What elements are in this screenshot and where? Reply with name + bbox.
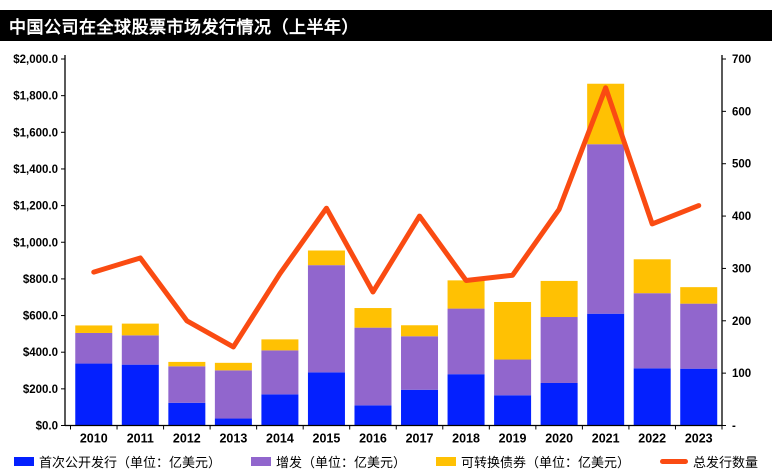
x-category-label: 2017 bbox=[406, 432, 434, 446]
bar-segment bbox=[168, 366, 206, 403]
y-left-tick-label: $1,200.0 bbox=[13, 201, 58, 213]
y-right-tick-label: 200 bbox=[732, 316, 751, 328]
legend-item: 增发（单位：亿美元） bbox=[250, 452, 406, 471]
legend-label: 总发行数量 bbox=[693, 454, 759, 470]
bar-segment bbox=[401, 389, 439, 426]
bar-segment bbox=[540, 382, 578, 426]
bar-segment bbox=[447, 308, 485, 375]
y-left-tick-label: $800.0 bbox=[23, 274, 58, 286]
legend-bar-swatch-icon bbox=[436, 456, 456, 466]
y-right-tick-label: - bbox=[732, 421, 736, 433]
bar-segment bbox=[633, 293, 671, 369]
legend-item: 可转换债券（单位：亿美元） bbox=[436, 452, 630, 471]
chart-legend: 首次公开发行（单位：亿美元） 增发（单位：亿美元） 可转换债券（单位：亿美元） 总发行… bbox=[0, 451, 772, 471]
x-category-label: 2015 bbox=[313, 432, 341, 446]
y-right-tick-label: 400 bbox=[732, 211, 751, 223]
bar-segment bbox=[447, 374, 485, 426]
bar-segment bbox=[214, 362, 252, 371]
x-category-label: 2019 bbox=[499, 432, 527, 446]
bar-segment bbox=[75, 325, 113, 333]
bar-segment bbox=[354, 327, 392, 406]
bar-segment bbox=[354, 405, 392, 426]
x-category-label: 2010 bbox=[80, 432, 108, 446]
x-category-label: 2021 bbox=[592, 432, 620, 446]
bar-segment bbox=[214, 370, 252, 419]
y-left-tick-label: $1,600.0 bbox=[13, 127, 58, 139]
y-right-tick-label: 100 bbox=[732, 368, 751, 380]
y-left-tick-label: $0.0 bbox=[36, 421, 58, 433]
y-left-tick-label: $400.0 bbox=[23, 347, 58, 359]
chart-title-bar: 中国公司在全球股票市场发行情况（上半年） bbox=[0, 10, 772, 41]
legend-line-swatch-icon bbox=[660, 458, 689, 464]
legend-bar-swatch-icon bbox=[250, 456, 271, 466]
bar-segment bbox=[307, 250, 345, 266]
bar-segment bbox=[75, 363, 113, 426]
x-category-label: 2014 bbox=[266, 432, 294, 446]
bar-segment bbox=[633, 368, 671, 426]
legend-item: 总发行数量 bbox=[660, 452, 758, 471]
bar-segment bbox=[121, 323, 159, 336]
x-category-label: 2018 bbox=[452, 432, 480, 446]
bar-segment bbox=[307, 372, 345, 426]
legend-item: 首次公开发行（单位：亿美元） bbox=[13, 452, 221, 471]
y-left-tick-label: $1,000.0 bbox=[13, 237, 58, 249]
bar-segment bbox=[261, 394, 299, 426]
bar-segment bbox=[680, 368, 718, 426]
y-right-tick-label: 300 bbox=[732, 263, 751, 275]
x-category-label: 2020 bbox=[545, 432, 573, 446]
legend-label: 首次公开发行（单位：亿美元） bbox=[38, 454, 221, 470]
x-category-label: 2012 bbox=[173, 432, 201, 446]
bar-segment bbox=[587, 144, 625, 314]
bar-segment bbox=[75, 332, 113, 364]
legend-label: 可转换债券（单位：亿美元） bbox=[461, 454, 631, 470]
bar-segment bbox=[494, 359, 532, 396]
bar-segment bbox=[494, 301, 532, 360]
page-title: 中国公司在全球股票市场发行情况（上半年） bbox=[9, 18, 359, 37]
bar-segment bbox=[401, 336, 439, 390]
y-left-tick-label: $2,000.0 bbox=[13, 54, 58, 66]
y-right-tick-label: 500 bbox=[732, 159, 751, 171]
bar-segment bbox=[121, 364, 159, 426]
bar-segment bbox=[540, 280, 578, 318]
combo-chart-canvas: $2,000.0 $1,800.0 $1,600.0 $1,400.0 $1,200.0… bbox=[13, 54, 751, 446]
bar-segment bbox=[214, 418, 252, 426]
bar-segment bbox=[401, 325, 439, 337]
bar-segment bbox=[261, 339, 299, 351]
legend-label: 增发（单位：亿美元） bbox=[275, 454, 406, 470]
x-category-label: 2013 bbox=[219, 432, 247, 446]
bar-segment bbox=[587, 313, 625, 426]
x-category-label: 2011 bbox=[127, 432, 154, 446]
total-issuance-line bbox=[91, 85, 702, 350]
bar-segment bbox=[447, 280, 485, 309]
bar-segment bbox=[633, 259, 671, 294]
bar-segment bbox=[168, 361, 206, 367]
bar-segment bbox=[307, 265, 345, 373]
x-category-label: 2023 bbox=[685, 432, 713, 446]
bar-segment bbox=[540, 317, 578, 383]
bar-segment bbox=[261, 350, 299, 395]
bar-segment bbox=[680, 303, 718, 369]
x-category-label: 2022 bbox=[638, 432, 666, 446]
y-left-tick-label: $200.0 bbox=[23, 384, 58, 396]
legend-bar-swatch-icon bbox=[13, 456, 34, 466]
y-left-tick-label: $600.0 bbox=[23, 311, 58, 323]
x-category-label: 2016 bbox=[359, 432, 387, 446]
bar-segment bbox=[680, 287, 718, 304]
bar-segment bbox=[168, 402, 206, 426]
bar-segment bbox=[354, 308, 392, 328]
bar-segment bbox=[494, 395, 532, 426]
bar-segment bbox=[121, 335, 159, 365]
y-right-tick-label: 700 bbox=[732, 54, 751, 66]
y-left-tick-label: $1,400.0 bbox=[13, 164, 58, 176]
y-left-tick-label: $1,800.0 bbox=[13, 91, 58, 103]
y-right-tick-label: 600 bbox=[732, 106, 751, 118]
